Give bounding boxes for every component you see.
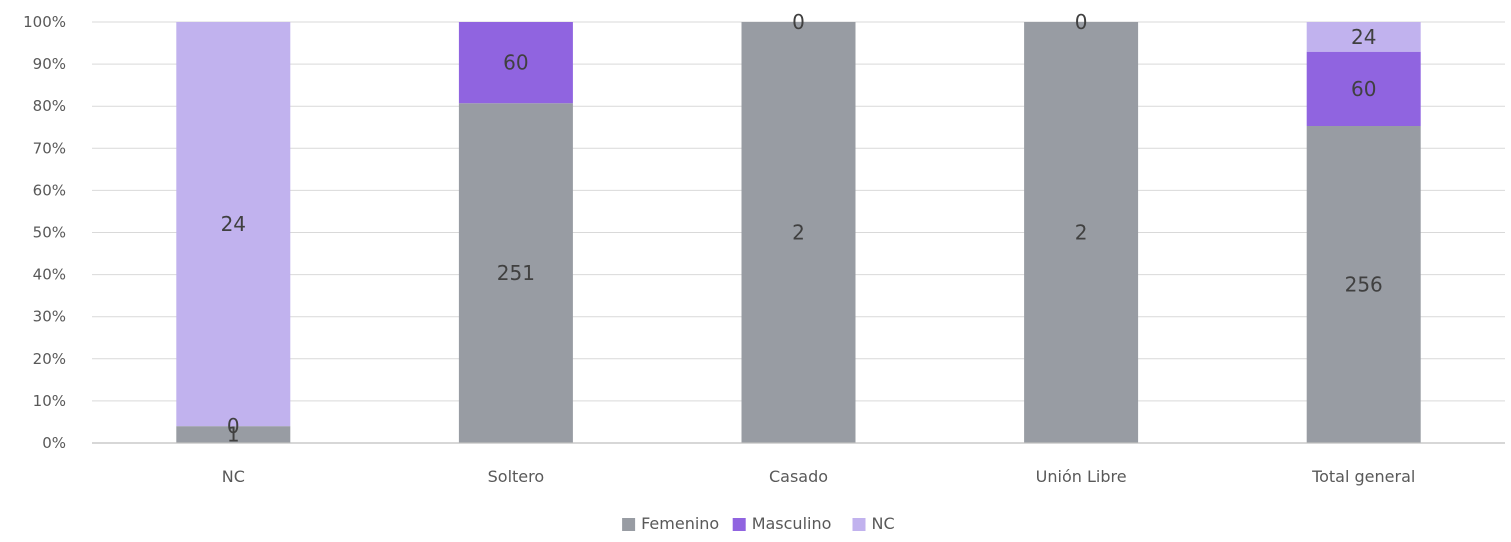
legend: Femenino Masculino NC — [622, 514, 895, 533]
bar-segment — [176, 22, 291, 427]
y-tick-label: 10% — [33, 392, 66, 410]
x-tick-label: Total general — [1311, 467, 1415, 486]
y-tick-label: 30% — [33, 308, 66, 326]
y-tick-label: 0% — [42, 434, 66, 452]
y-tick-label: 50% — [33, 224, 66, 242]
bar-segment — [1306, 126, 1421, 443]
data-label: 256 — [1345, 273, 1383, 297]
bar-segment — [1306, 22, 1421, 52]
data-label: 0 — [1075, 10, 1088, 34]
bar-segment — [1306, 51, 1421, 127]
legend-swatch — [852, 518, 866, 531]
data-label: 1 — [227, 423, 240, 447]
data-label: 24 — [1351, 25, 1376, 49]
data-label: 251 — [497, 261, 535, 285]
y-tick-label: 20% — [33, 350, 66, 368]
y-tick-label: 90% — [33, 55, 66, 73]
bar-segment — [741, 22, 856, 443]
y-axis-tick-labels: 0% 10% 20% 30% 40% 50% 60% 70% 80% 90% 100% — [23, 13, 66, 452]
legend-label: Femenino — [641, 514, 719, 533]
bar-segment — [458, 103, 573, 443]
legend-swatch — [622, 518, 636, 531]
x-tick-label: Casado — [769, 467, 828, 486]
y-tick-label: 60% — [33, 181, 66, 199]
x-tick-label: NC — [222, 467, 245, 486]
bar-segment — [458, 22, 573, 104]
y-tick-label: 100% — [23, 13, 66, 31]
data-label: 0 — [792, 10, 805, 34]
y-tick-label: 40% — [33, 266, 66, 284]
data-label: 24 — [221, 212, 246, 236]
bar-segment — [1024, 22, 1139, 443]
y-tick-label: 80% — [33, 97, 66, 115]
bar-segment — [176, 426, 291, 443]
data-label: 60 — [503, 51, 528, 75]
y-tick-label: 70% — [33, 139, 66, 157]
legend-swatch — [732, 518, 746, 531]
data-label: 2 — [1075, 221, 1088, 245]
data-label: 0 — [227, 414, 240, 438]
data-label: 2 — [792, 221, 805, 245]
legend-label: NC — [872, 514, 895, 533]
x-tick-label: Unión Libre — [1036, 467, 1127, 486]
legend-label: Masculino — [752, 514, 832, 533]
x-tick-label: Soltero — [488, 467, 545, 486]
bars — [176, 22, 1421, 443]
x-axis-tick-labels: NC Soltero Casado Unión Libre Total general — [222, 467, 1416, 486]
data-label: 60 — [1351, 77, 1376, 101]
